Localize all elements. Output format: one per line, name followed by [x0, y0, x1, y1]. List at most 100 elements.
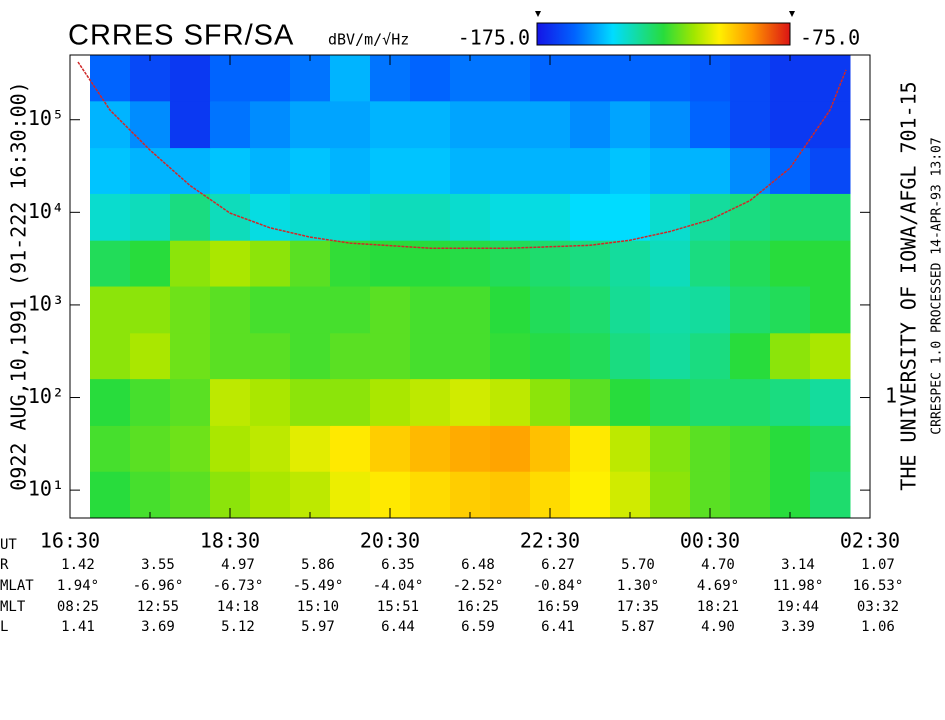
cell [290, 378, 331, 426]
cell [650, 332, 691, 380]
cell [770, 240, 811, 287]
cell [330, 286, 371, 334]
ephemeris-name: R [0, 557, 9, 573]
cell [250, 286, 291, 334]
y-tick-label: 10⁴ [28, 199, 64, 223]
cell [210, 286, 251, 334]
cell [250, 100, 291, 149]
cell [490, 378, 531, 426]
cell [290, 147, 331, 194]
cell [770, 55, 811, 102]
ephemeris-name: MLT [0, 599, 26, 615]
x-tick-label: 20:30 [360, 529, 420, 553]
cell [410, 425, 451, 472]
cell [170, 471, 211, 518]
cell [370, 286, 411, 334]
cell [690, 147, 731, 194]
cell [650, 147, 691, 194]
cell [130, 286, 171, 334]
cell [770, 147, 811, 194]
right-text: CRRESPEC 1.0 PROCESSED 14-APR-93 13:07 [930, 137, 945, 434]
x-tick-label: 16:30 [40, 529, 100, 553]
cell [810, 378, 851, 426]
cell [210, 332, 251, 380]
ephemeris-value: 6.35 [381, 557, 415, 573]
ephemeris-value: 6.27 [541, 557, 575, 573]
cell [650, 471, 691, 518]
ephemeris-value: 12:55 [137, 599, 179, 615]
cell [330, 55, 371, 102]
cell [130, 100, 171, 149]
cell [250, 193, 291, 241]
ephemeris-value: -6.96° [133, 578, 184, 594]
y-tick-label: 10⁵ [28, 106, 64, 130]
ephemeris-value: 4.90 [701, 619, 735, 635]
cell [610, 240, 651, 287]
y-tick-label: 10² [28, 384, 64, 408]
cell [410, 100, 451, 149]
ephemeris-value: 1.30° [617, 578, 659, 594]
cell [490, 286, 531, 334]
colorbar-label: dBV/m/√Hz [328, 31, 409, 49]
cell [170, 286, 211, 334]
cell [290, 332, 331, 380]
cell [570, 147, 611, 194]
cell [770, 332, 811, 380]
cell [570, 425, 611, 472]
cell [770, 425, 811, 472]
cell [90, 425, 131, 472]
cell [730, 100, 771, 149]
cell [330, 193, 371, 241]
cell [770, 193, 811, 241]
ephemeris-value: 3.55 [141, 557, 175, 573]
cell [370, 100, 411, 149]
cell [130, 471, 171, 518]
cell [570, 193, 611, 241]
chart-title: CRRES SFR/SA [68, 20, 294, 52]
cell [690, 193, 731, 241]
cell [450, 193, 491, 241]
cell [210, 100, 251, 149]
cell [610, 425, 651, 472]
cell [530, 425, 571, 472]
cell [90, 55, 131, 102]
cell [410, 471, 451, 518]
ephemeris-value: 08:25 [57, 599, 99, 615]
cell [610, 332, 651, 380]
ephemeris-value: 1.41 [61, 619, 95, 635]
cell [210, 378, 251, 426]
cell [530, 240, 571, 287]
ephemeris-name: L [0, 619, 8, 635]
cell [610, 378, 651, 426]
cell [810, 100, 851, 149]
cell [650, 425, 691, 472]
cell [250, 240, 291, 287]
cell [450, 471, 491, 518]
cell [170, 100, 211, 149]
ephemeris-value: 6.44 [381, 619, 415, 635]
ephemeris-value: 1.42 [61, 557, 95, 573]
cell [290, 55, 331, 102]
ephemeris-value: 1.07 [861, 557, 895, 573]
ephemeris-value: 15:10 [297, 599, 339, 615]
cell [490, 55, 531, 102]
ephemeris-value: -0.84° [533, 578, 584, 594]
x-tick-label: 22:30 [520, 529, 580, 553]
ephemeris-value: 1.94° [57, 578, 99, 594]
cell [410, 332, 451, 380]
cell [570, 55, 611, 102]
cell [810, 193, 851, 241]
ephemeris-value: 3.14 [781, 557, 815, 573]
cell [450, 240, 491, 287]
cell [370, 425, 411, 472]
cell [570, 378, 611, 426]
cell [770, 286, 811, 334]
ephemeris-value: 6.48 [461, 557, 495, 573]
y-axis-label: 0922 AUG,10,1991 (91-222 16:30:00) [7, 81, 31, 490]
cell [810, 332, 851, 380]
colorbar-min: -175.0 [458, 26, 530, 50]
cell [290, 100, 331, 149]
ephemeris-value: 19:44 [777, 599, 819, 615]
cell [490, 193, 531, 241]
cell [330, 378, 371, 426]
